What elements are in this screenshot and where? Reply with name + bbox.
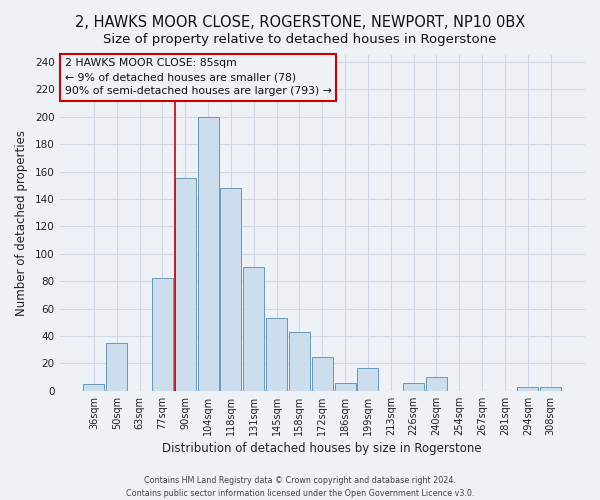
Bar (266, 318, 287, 391)
Bar (335, 382, 356, 391)
Bar (540, 386, 561, 391)
Bar (220, 188, 241, 391)
Bar (152, 278, 173, 391)
Bar (312, 356, 333, 391)
Bar (517, 386, 538, 391)
Bar (358, 368, 379, 391)
Bar (197, 116, 218, 391)
Bar (175, 178, 196, 391)
X-axis label: Distribution of detached houses by size in Rogerstone: Distribution of detached houses by size … (163, 442, 482, 455)
Bar (243, 268, 264, 391)
Bar (106, 343, 127, 391)
Bar (289, 332, 310, 391)
Text: Size of property relative to detached houses in Rogerstone: Size of property relative to detached ho… (103, 32, 497, 46)
Y-axis label: Number of detached properties: Number of detached properties (15, 130, 28, 316)
Text: 2, HAWKS MOOR CLOSE, ROGERSTONE, NEWPORT, NP10 0BX: 2, HAWKS MOOR CLOSE, ROGERSTONE, NEWPORT… (75, 15, 525, 30)
Bar (403, 382, 424, 391)
Text: 2 HAWKS MOOR CLOSE: 85sqm
← 9% of detached houses are smaller (78)
90% of semi-d: 2 HAWKS MOOR CLOSE: 85sqm ← 9% of detach… (65, 58, 332, 96)
Text: Contains HM Land Registry data © Crown copyright and database right 2024.
Contai: Contains HM Land Registry data © Crown c… (126, 476, 474, 498)
Bar (426, 377, 447, 391)
Bar (83, 384, 104, 391)
